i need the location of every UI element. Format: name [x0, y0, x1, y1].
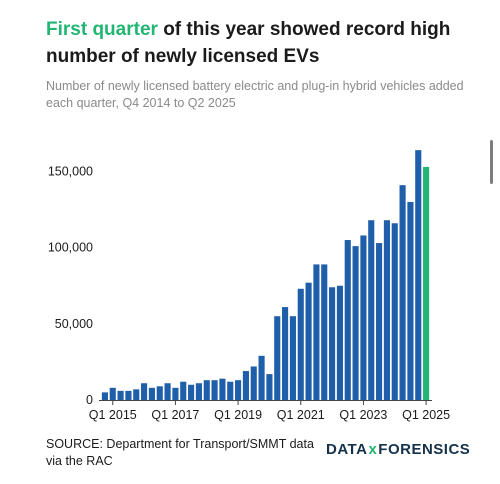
x-tick-label: Q1 2021	[277, 408, 325, 422]
y-tick-label: 0	[86, 393, 93, 407]
bar	[376, 243, 383, 400]
bar	[274, 316, 281, 400]
y-tick-label: 150,000	[48, 164, 93, 178]
bar	[195, 383, 202, 400]
bar	[117, 390, 124, 400]
bar	[125, 390, 132, 400]
bar	[352, 246, 359, 400]
bar	[242, 371, 249, 400]
bar	[289, 316, 296, 400]
bar	[368, 220, 375, 400]
bar-highlight	[423, 166, 430, 400]
bar	[399, 185, 406, 400]
source-note: SOURCE: Department for Transport/SMMT da…	[46, 437, 314, 468]
bar	[297, 288, 304, 400]
bar	[266, 374, 273, 400]
bar	[336, 285, 343, 400]
chart-subtitle: Number of newly licensed battery electri…	[46, 79, 464, 110]
title-rest: of this year showed record high number o…	[46, 19, 451, 67]
bar	[219, 378, 226, 400]
bar	[407, 201, 414, 400]
bar	[211, 380, 218, 400]
bar	[156, 386, 163, 400]
bar	[180, 381, 187, 400]
brand-logo: DATAxFORENSICS	[326, 441, 470, 458]
bar	[141, 383, 148, 400]
x-tick-label: Q1 2015	[89, 408, 137, 422]
y-tick-label: 50,000	[55, 317, 93, 331]
bar	[227, 381, 234, 400]
bar	[415, 150, 422, 400]
bar	[258, 355, 265, 400]
bar	[313, 264, 320, 400]
x-tick-label: Q1 2023	[339, 408, 387, 422]
bar	[164, 383, 171, 400]
bar	[109, 387, 116, 400]
x-tick-label: Q1 2025	[402, 408, 450, 422]
x-tick-label: Q1 2019	[214, 408, 262, 422]
scrollbar[interactable]	[490, 140, 493, 184]
chart-title: First quarter of this year showed record…	[46, 16, 476, 70]
bar	[172, 387, 179, 400]
bar	[148, 387, 155, 400]
bar	[133, 389, 140, 400]
y-tick-label: 100,000	[48, 241, 93, 255]
bar	[235, 380, 242, 400]
brand-x: x	[368, 441, 378, 458]
bar	[383, 220, 390, 400]
bar	[391, 223, 398, 400]
bar	[344, 240, 351, 400]
bar	[305, 282, 312, 400]
bar-chart: 0 50,000 100,000 150,000 Q1 2015 Q1 2017 Q1 20…	[48, 150, 450, 422]
bar	[188, 384, 195, 400]
brand-left: DATA	[326, 441, 368, 458]
bar	[329, 287, 336, 400]
bar	[250, 366, 257, 400]
title-highlight: First quarter	[46, 19, 158, 40]
bar	[360, 235, 367, 400]
bar	[203, 380, 210, 400]
x-tick-label: Q1 2017	[151, 408, 199, 422]
bar	[101, 392, 108, 400]
bar	[321, 264, 328, 400]
bar	[282, 307, 289, 400]
brand-right: FORENSICS	[378, 441, 471, 458]
